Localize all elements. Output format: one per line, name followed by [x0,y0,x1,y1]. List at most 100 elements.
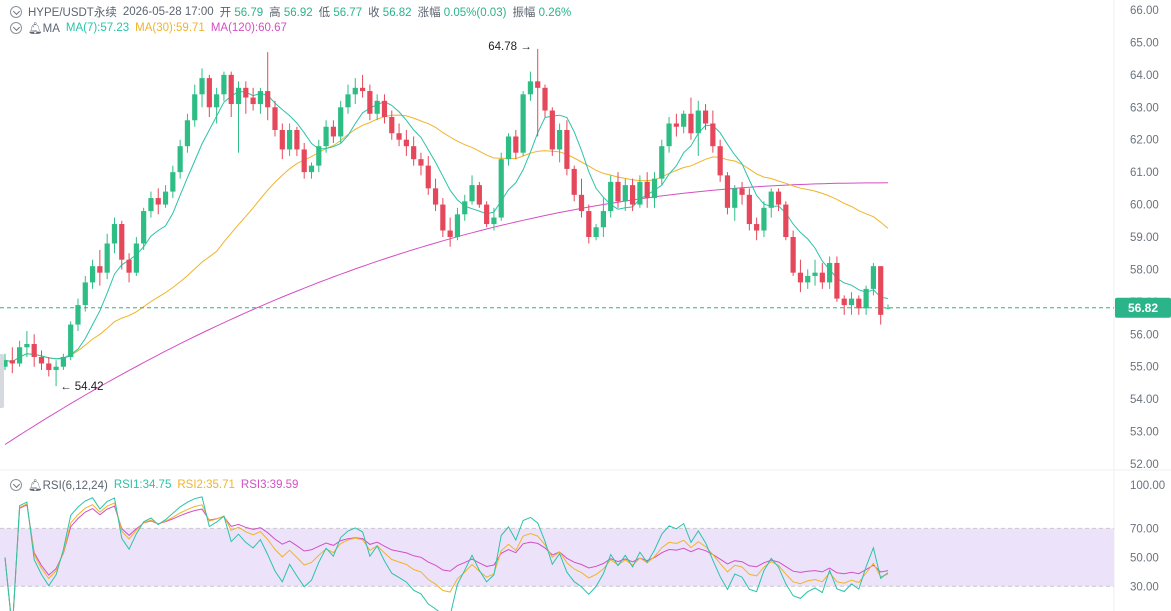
candle [863,285,869,315]
rsi-tick-label: 100.00 [1130,480,1165,492]
candle [491,207,497,231]
high-label: 高 [269,7,281,19]
ma30-line [4,114,889,363]
price-tick-label: 61.00 [1130,167,1159,179]
bell-icon: 🔔︎ [28,23,43,35]
candle [761,201,767,237]
extreme-markers: 64.78 → ← 54.42 [60,41,532,393]
close-value: 56.82 [382,7,412,19]
candle [805,269,811,289]
price-tick-label: 53.00 [1130,427,1159,439]
price-tick-label: 56.00 [1130,329,1159,341]
amplitude-label: 振幅 [512,7,536,19]
candle [834,256,840,302]
candle [695,100,701,156]
ohlc-header: HYPE/USDT永续 2026-05-28 17:00 开 56.79 高 5… [10,4,571,20]
candle [476,181,482,208]
candle [308,162,315,179]
candle [294,126,300,156]
candle [126,253,132,283]
candle [359,74,366,98]
candle [848,292,855,315]
candle [870,262,877,296]
candle [608,175,614,218]
ma-legend: 🔔︎MA MA(7):57.23 MA(30):59.71 MA(120):60… [10,21,287,35]
ma120-line [4,182,889,445]
candle [622,178,628,212]
candle [746,188,752,231]
candle [60,353,66,370]
candle [673,113,679,137]
collapse-chevron-icon[interactable] [10,6,22,18]
rsi-legend: 🔔︎RSI(6,12,24) RSI1:34.75 RSI2:35.71 RSI… [10,478,298,492]
max-price-marker: 64.78 → [488,41,531,53]
candle [250,87,256,111]
amplitude-value: 0.26% [538,7,572,19]
candle [192,84,198,127]
candle [732,185,738,221]
moving-average-lines [4,90,889,445]
price-tick-label: 62.00 [1130,135,1159,147]
candle [578,178,585,218]
candle [462,194,468,221]
candle [535,48,541,137]
rsi2-value: RSI2:35.71 [177,479,235,491]
candle [637,175,643,208]
candle [345,84,351,114]
candle [214,87,220,124]
ma7-line [4,90,889,363]
candle [440,198,446,237]
price-tick-label: 63.00 [1130,102,1159,114]
high-value: 56.92 [283,7,313,19]
candle [586,204,592,244]
candle [389,110,395,140]
ma-collapse-chevron-icon[interactable] [10,22,22,34]
candle [272,100,278,137]
price-tick-label: 65.00 [1130,37,1159,49]
rsi-label[interactable]: 🔔︎RSI(6,12,24) [28,480,108,492]
rsi-tick-label: 70.00 [1130,523,1159,535]
candle [498,152,504,221]
current-price-tag [1115,297,1171,318]
change-label: 涨幅 [417,7,441,19]
open-value: 56.79 [234,7,264,19]
candle [600,198,606,237]
rsi1-value: RSI1:34.75 [113,479,172,491]
candle [338,100,344,143]
candle [206,74,212,118]
candle [666,117,672,153]
candle [644,172,650,208]
candle [89,259,96,289]
candle [221,71,227,101]
candle [681,110,687,134]
candle [162,185,169,208]
candle [615,172,621,208]
ma-label[interactable]: 🔔︎MA [28,23,60,35]
candle [454,207,461,241]
candle [432,178,439,212]
candle [148,191,154,218]
change-value: 0.05%(0.03) [443,7,507,19]
candle [184,113,191,153]
rsi-collapse-chevron-icon[interactable] [10,479,22,491]
candle [593,224,599,241]
candle [629,178,636,212]
rsi-panel [0,496,1114,611]
candle [797,259,804,293]
candle [243,81,249,114]
candle [301,142,307,179]
candle [484,201,490,228]
scroll-handle[interactable] [0,354,4,408]
price-tick-label: 58.00 [1130,264,1159,276]
rsi2-line [4,502,889,611]
candle [316,139,322,173]
candle [352,78,358,105]
candle [651,172,658,208]
candle [812,259,818,286]
candle [724,172,731,215]
candlesticks [2,48,891,387]
rsi3-value: RSI3:39.59 [240,479,299,491]
low-label: 低 [318,7,331,19]
candle [775,188,782,212]
